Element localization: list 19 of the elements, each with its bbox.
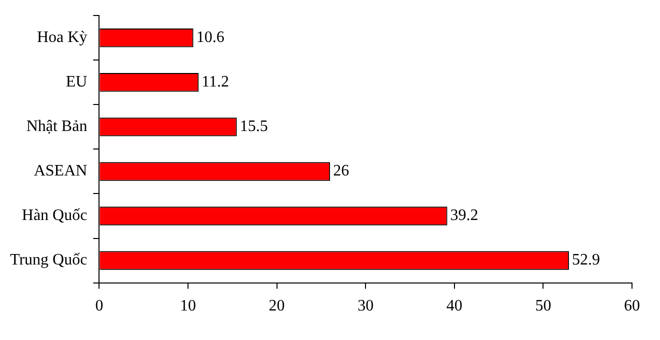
x-tick-label: 20 (268, 298, 285, 315)
y-tick-label: Nhật Bản (26, 118, 88, 136)
y-tick-label: Trung Quốc (10, 252, 88, 269)
x-tick-label: 0 (95, 298, 104, 315)
data-label: 11.2 (202, 74, 230, 91)
data-label: 15.5 (240, 118, 268, 136)
y-tick-label: EU (66, 74, 88, 91)
data-label: 10.6 (196, 29, 224, 46)
x-tick-label: 30 (358, 298, 374, 315)
data-label: 52.9 (572, 252, 600, 269)
y-tick-label: ASEAN (34, 162, 88, 180)
x-tick-label: 60 (624, 298, 640, 315)
x-tick-label: 50 (535, 298, 552, 315)
y-tick-label: Hàn Quốc (22, 207, 88, 224)
x-tick-label: 40 (446, 298, 462, 315)
data-label: 26 (333, 162, 350, 180)
y-tick-label: Hoa Kỳ (36, 29, 88, 46)
x-tick-label: 10 (180, 298, 196, 315)
data-label: 39.2 (450, 207, 478, 224)
